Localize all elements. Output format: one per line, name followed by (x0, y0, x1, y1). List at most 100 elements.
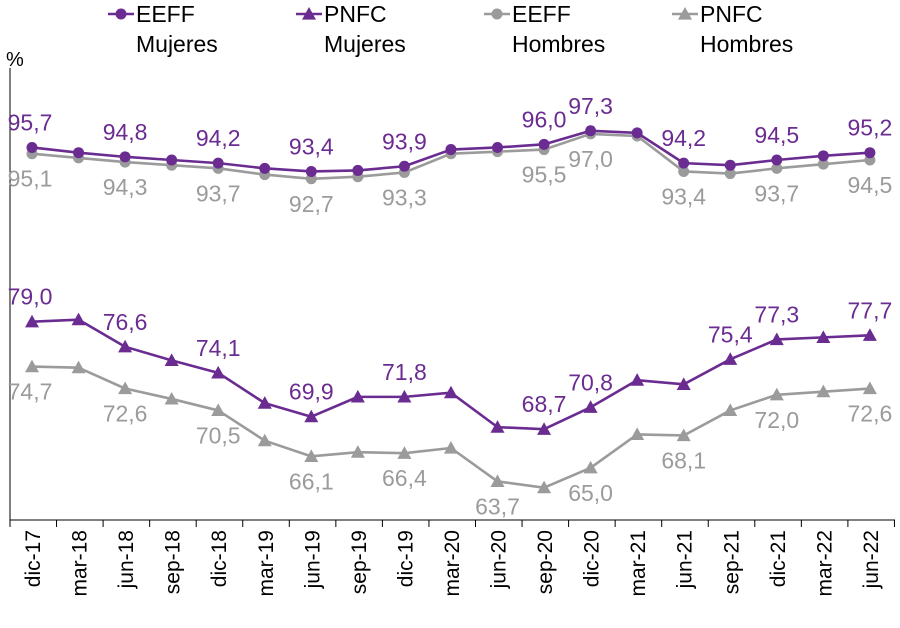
data-label: 69,9 (289, 379, 334, 405)
data-point (350, 445, 365, 458)
data-point (304, 409, 319, 423)
data-label: 97,0 (568, 146, 613, 172)
data-point (723, 403, 738, 417)
x-tick-label: sep-18 (162, 530, 185, 594)
data-label: 94,3 (103, 174, 148, 200)
data-point (73, 147, 85, 159)
data-point (817, 158, 829, 170)
data-point (769, 332, 784, 346)
x-tick-label: mar-20 (441, 530, 464, 597)
series-eeff-hombres (26, 128, 876, 185)
data-label: 94,2 (661, 125, 706, 151)
legend-circle-marker (491, 8, 503, 20)
data-label: 94,8 (103, 119, 148, 145)
data-label: 93,3 (382, 185, 427, 211)
data-label: 74,7 (8, 379, 53, 405)
data-point (211, 403, 226, 417)
data-point (397, 389, 412, 403)
x-tick-label: jun-19 (301, 530, 324, 589)
data-point (676, 428, 691, 442)
data-label: 93,4 (289, 133, 334, 159)
data-point (676, 377, 691, 390)
data-point (350, 389, 365, 403)
data-label: 96,0 (522, 106, 567, 132)
data-label: 74,1 (196, 335, 241, 361)
legend-item: EEFF Hombres (484, 1, 605, 57)
data-label: 94,2 (196, 125, 241, 151)
data-label: 65,0 (568, 480, 613, 506)
legend-item: PNFC Mujeres (296, 1, 406, 57)
x-tick-label: sep-21 (720, 530, 743, 594)
legend-triangle-marker (678, 7, 692, 20)
data-point (583, 460, 598, 474)
data-point (164, 353, 179, 366)
data-label: 93,9 (382, 128, 427, 154)
data-point (445, 144, 457, 156)
legend: EEFF Mujeres PNFC Mujeres EEFF Hombres PNFC Hom… (108, 1, 793, 57)
data-point (630, 427, 645, 441)
data-label: 93,7 (754, 180, 799, 206)
data-label: 95,2 (848, 115, 893, 141)
data-point (862, 328, 877, 341)
data-label: 95,1 (8, 166, 53, 192)
legend-label: Mujeres (324, 31, 406, 57)
legend-label: EEFF (512, 1, 571, 27)
data-point (862, 381, 877, 395)
data-point (443, 440, 458, 454)
data-point (118, 339, 133, 353)
data-label: 94,5 (754, 122, 799, 148)
data-label: 66,4 (382, 465, 427, 491)
data-point (630, 373, 645, 386)
series-pnfc-mujeres (25, 312, 877, 435)
data-point (678, 165, 690, 177)
data-label: 79,0 (8, 284, 53, 310)
data-point (585, 125, 597, 137)
legend-item: EEFF Mujeres (108, 1, 218, 57)
data-point (492, 141, 503, 153)
legend-triangle-marker (302, 7, 316, 20)
data-label: 95,5 (522, 162, 567, 188)
data-point (443, 385, 458, 399)
legend-label: Hombres (512, 31, 605, 57)
data-point (771, 162, 783, 174)
data-point (25, 359, 39, 373)
x-tick-label: mar-19 (255, 530, 278, 597)
data-label: 72,6 (848, 401, 893, 427)
data-point (211, 365, 226, 379)
data-point (769, 387, 784, 401)
data-point (71, 312, 86, 326)
data-label: 68,1 (661, 447, 706, 473)
x-axis-tick-labels: dic-17 mar-18 jun-18 sep-18 dic-18 mar-19 jun-… (22, 530, 883, 597)
data-label: 97,3 (568, 93, 613, 119)
legend-item: PNFC Hombres (672, 1, 793, 57)
data-point (490, 474, 505, 487)
x-tick-label: sep-20 (534, 530, 557, 594)
x-tick-label: jun-21 (674, 530, 697, 589)
x-tick-label: dic-17 (22, 530, 45, 587)
data-point (26, 141, 38, 153)
legend-label: PNFC (700, 1, 763, 27)
data-label: 77,7 (848, 297, 893, 323)
legend-label: Hombres (700, 31, 793, 57)
series-pnfc-hombres (25, 359, 877, 494)
x-tick-label: jun-18 (115, 530, 138, 589)
data-labels: 95,7 94,8 94,2 93,4 93,9 96,097,3 94,2 94,5 95,2… (8, 93, 893, 520)
data-label: 75,4 (708, 321, 753, 347)
data-point (305, 165, 317, 177)
data-point (537, 480, 552, 494)
data-label: 93,4 (661, 183, 706, 209)
data-point (166, 154, 178, 166)
data-label: 70,5 (196, 422, 241, 448)
data-label: 94,5 (848, 172, 893, 198)
data-point (724, 159, 736, 171)
data-point (537, 422, 552, 435)
data-point (816, 330, 831, 343)
data-point (25, 314, 39, 328)
data-label: 93,7 (196, 180, 241, 206)
data-label: 63,7 (475, 493, 520, 519)
data-point (259, 162, 271, 174)
x-tick-label: mar-18 (69, 530, 92, 597)
data-point (257, 433, 272, 447)
data-label: 72,0 (754, 407, 799, 433)
